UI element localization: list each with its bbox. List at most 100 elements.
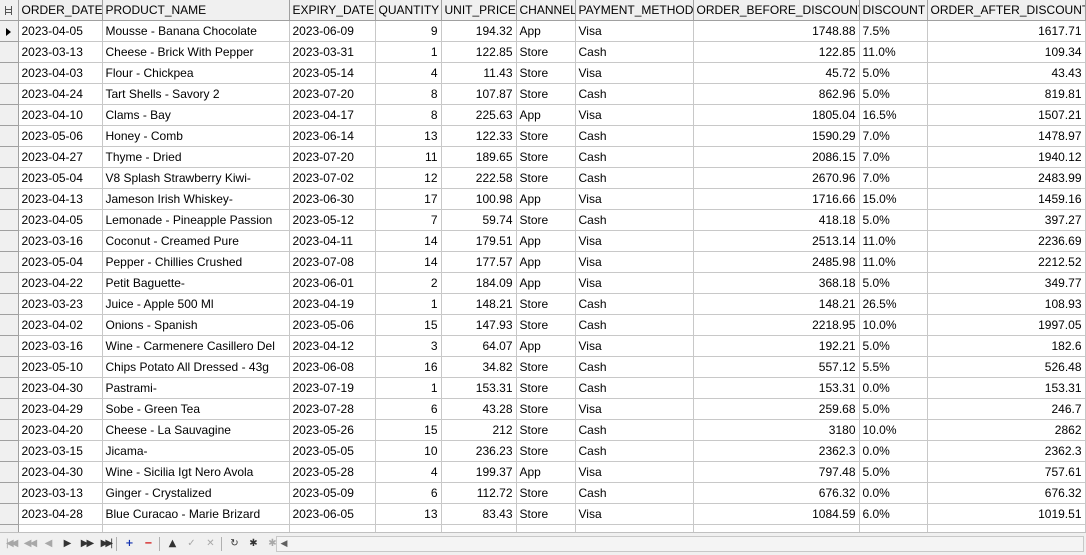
cell-payment-method[interactable]: Cash: [574, 356, 694, 378]
cell-discount[interactable]: 7.5%: [858, 20, 928, 42]
cell-payment-method[interactable]: Visa: [574, 398, 694, 420]
cell-order-after-discount[interactable]: 2236.69: [926, 230, 1086, 252]
cell-payment-method[interactable]: Visa: [574, 62, 694, 84]
cell-channel[interactable]: App: [515, 335, 576, 357]
cell-product-name[interactable]: Jicama-: [101, 440, 290, 462]
prev-page-icon[interactable]: ◀◀: [23, 538, 37, 549]
cell-expiry-date[interactable]: 2023-05-14: [288, 62, 376, 84]
cell-expiry-date[interactable]: 2023-04-17: [288, 104, 376, 126]
table-row[interactable]: 2023-03-13 Ginger - Crystalized 2023-05-09…: [0, 482, 1086, 504]
cell-order-after-discount[interactable]: 757.61: [926, 461, 1086, 483]
column-header-order-before-discount[interactable]: ORDER_BEFORE_DISCOUNT: [692, 0, 860, 21]
cell-quantity[interactable]: [374, 524, 442, 532]
cell-order-after-discount[interactable]: 1617.71: [926, 20, 1086, 42]
cell-unit-price[interactable]: 199.37: [440, 461, 517, 483]
table-row[interactable]: 2023-04-29 Sobe - Green Tea 2023-07-28 6 43.…: [0, 398, 1086, 420]
cell-product-name[interactable]: Chips Potato All Dressed - 43g: [101, 356, 290, 378]
cell-order-date[interactable]: 2023-03-16: [17, 335, 103, 357]
cell-product-name[interactable]: Lemonade - Pineapple Passion: [101, 209, 290, 231]
cell-discount[interactable]: 26.5%: [858, 293, 928, 315]
cell-quantity[interactable]: 13: [374, 503, 442, 525]
cell-order-date[interactable]: 2023-04-27: [17, 146, 103, 168]
row-indicator[interactable]: [0, 461, 19, 483]
cell-product-name[interactable]: Onions - Spanish: [101, 314, 290, 336]
cell-expiry-date[interactable]: 2023-05-05: [288, 440, 376, 462]
cell-discount[interactable]: 5.0%: [858, 272, 928, 294]
cell-product-name[interactable]: Flour - Chickpea: [101, 62, 290, 84]
column-header-expiry-date[interactable]: EXPIRY_DATE: [288, 0, 376, 21]
cell-order-date[interactable]: 2023-05-04: [17, 251, 103, 273]
cell-order-date[interactable]: 2023-03-16: [17, 230, 103, 252]
cell-payment-method[interactable]: [574, 524, 694, 532]
cell-order-after-discount[interactable]: 182.6: [926, 335, 1086, 357]
cell-channel[interactable]: App: [515, 188, 576, 210]
cell-unit-price[interactable]: 107.87: [440, 83, 517, 105]
cell-discount[interactable]: 0.0%: [858, 482, 928, 504]
cell-expiry-date[interactable]: 2023-05-06: [288, 314, 376, 336]
cell-quantity[interactable]: 16: [374, 356, 442, 378]
cell-unit-price[interactable]: 184.09: [440, 272, 517, 294]
cell-unit-price[interactable]: 122.85: [440, 41, 517, 63]
cell-product-name[interactable]: Blue Curacao - Marie Brizard: [101, 503, 290, 525]
cell-quantity[interactable]: 17: [374, 188, 442, 210]
cell-product-name[interactable]: V8 Splash Strawberry Kiwi-: [101, 167, 290, 189]
cell-order-after-discount[interactable]: [926, 524, 1086, 532]
column-header-order-date[interactable]: ORDER_DATE: [17, 0, 103, 21]
cell-expiry-date[interactable]: 2023-07-08: [288, 251, 376, 273]
cell-order-before-discount[interactable]: 1805.04: [692, 104, 860, 126]
cell-order-before-discount[interactable]: 557.12: [692, 356, 860, 378]
table-row[interactable]: 2023-03-13 Cheese - Brick With Pepper 2023…: [0, 41, 1086, 63]
cell-discount[interactable]: 5.0%: [858, 62, 928, 84]
cell-payment-method[interactable]: Cash: [574, 125, 694, 147]
cell-order-before-discount[interactable]: 148.21: [692, 293, 860, 315]
cell-unit-price[interactable]: 100.98: [440, 188, 517, 210]
table-row[interactable]: 2023-04-24 Tart Shells - Savory 2 2023-07-…: [0, 83, 1086, 105]
cell-order-after-discount[interactable]: 2483.99: [926, 167, 1086, 189]
cell-discount[interactable]: 6.0%: [858, 503, 928, 525]
cell-order-date[interactable]: 2023-04-29: [17, 398, 103, 420]
cell-discount[interactable]: 16.5%: [858, 104, 928, 126]
table-row[interactable]: 2023-05-04 V8 Splash Strawberry Kiwi- 2023…: [0, 167, 1086, 189]
cell-discount[interactable]: 5.0%: [858, 83, 928, 105]
row-indicator[interactable]: [0, 167, 19, 189]
cell-channel[interactable]: Store: [515, 83, 576, 105]
cell-discount[interactable]: 5.0%: [858, 398, 928, 420]
cell-discount[interactable]: [858, 524, 928, 532]
cell-unit-price[interactable]: 177.57: [440, 251, 517, 273]
cell-product-name[interactable]: Clams - Bay: [101, 104, 290, 126]
table-row[interactable]: [0, 524, 1086, 532]
cell-product-name[interactable]: Pastrami-: [101, 377, 290, 399]
cell-payment-method[interactable]: Cash: [574, 419, 694, 441]
cell-product-name[interactable]: [101, 524, 290, 532]
row-indicator[interactable]: [0, 356, 19, 378]
row-indicator[interactable]: [0, 209, 19, 231]
cell-payment-method[interactable]: Cash: [574, 146, 694, 168]
cell-product-name[interactable]: Honey - Comb: [101, 125, 290, 147]
cell-payment-method[interactable]: Cash: [574, 41, 694, 63]
table-row[interactable]: 2023-04-30 Wine - Sicilia Igt Nero Avola 2…: [0, 461, 1086, 483]
cell-payment-method[interactable]: Visa: [574, 188, 694, 210]
cell-order-after-discount[interactable]: 397.27: [926, 209, 1086, 231]
column-header-order-after-discount[interactable]: ORDER_AFTER_DISCOUNT: [926, 0, 1086, 21]
cell-channel[interactable]: App: [515, 20, 576, 42]
cell-payment-method[interactable]: Visa: [574, 251, 694, 273]
cell-order-date[interactable]: 2023-04-10: [17, 104, 103, 126]
row-indicator[interactable]: [0, 314, 19, 336]
cell-expiry-date[interactable]: 2023-05-26: [288, 419, 376, 441]
cell-order-after-discount[interactable]: 526.48: [926, 356, 1086, 378]
prev-record-icon[interactable]: ◀: [44, 538, 53, 549]
cell-unit-price[interactable]: 147.93: [440, 314, 517, 336]
first-record-icon[interactable]: |◀◀: [5, 538, 19, 549]
table-row[interactable]: 2023-04-13 Jameson Irish Whiskey- 2023-06-…: [0, 188, 1086, 210]
cell-unit-price[interactable]: 189.65: [440, 146, 517, 168]
row-indicator[interactable]: [0, 398, 19, 420]
cell-discount[interactable]: 7.0%: [858, 125, 928, 147]
cell-order-date[interactable]: 2023-05-06: [17, 125, 103, 147]
table-row[interactable]: 2023-05-10 Chips Potato All Dressed - 43g…: [0, 356, 1086, 378]
table-row[interactable]: 2023-03-23 Juice - Apple 500 Ml 2023-04-19…: [0, 293, 1086, 315]
row-indicator[interactable]: [0, 230, 19, 252]
cell-order-before-discount[interactable]: 259.68: [692, 398, 860, 420]
cell-order-before-discount[interactable]: 1590.29: [692, 125, 860, 147]
cell-quantity[interactable]: 12: [374, 167, 442, 189]
cell-discount[interactable]: 11.0%: [858, 251, 928, 273]
